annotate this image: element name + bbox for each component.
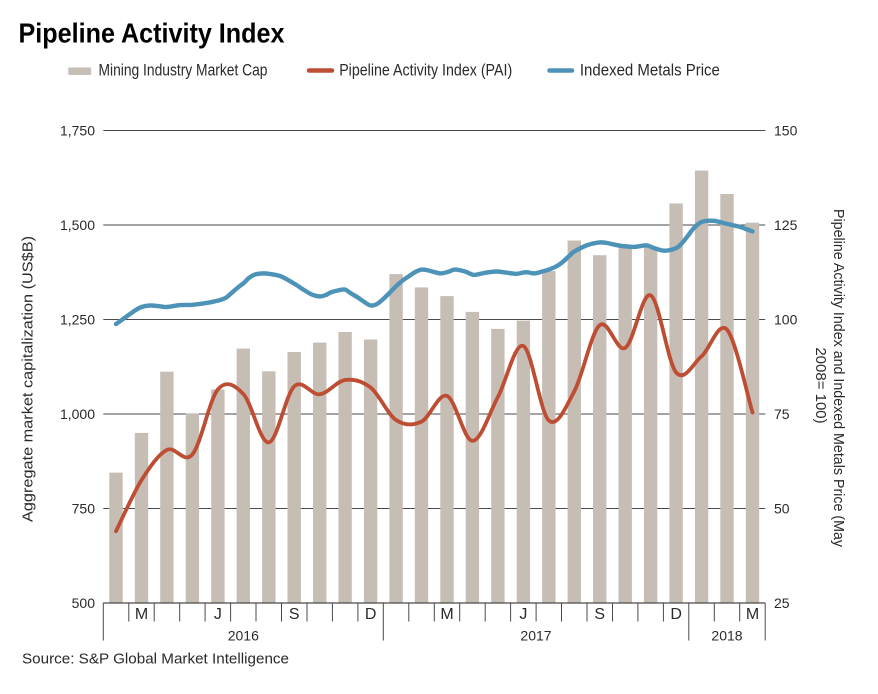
svg-text:Pipeline Activity Index (PAI): Pipeline Activity Index (PAI) [339, 61, 512, 79]
svg-text:25: 25 [774, 595, 790, 611]
svg-text:2008= 100): 2008= 100) [812, 347, 829, 423]
svg-text:2017: 2017 [520, 628, 551, 644]
svg-text:M: M [746, 606, 759, 623]
svg-text:Pipeline Activity Index: Pipeline Activity Index [19, 18, 285, 49]
svg-text:125: 125 [774, 217, 798, 233]
svg-text:Mining Industry Market Cap: Mining Industry Market Cap [99, 61, 268, 79]
svg-text:1,750: 1,750 [60, 123, 95, 139]
svg-text:2016: 2016 [228, 628, 259, 644]
svg-text:1,000: 1,000 [60, 406, 95, 422]
svg-text:D: D [670, 606, 682, 623]
svg-text:D: D [365, 606, 377, 623]
svg-text:75: 75 [774, 406, 790, 422]
svg-text:J: J [214, 606, 222, 623]
svg-text:500: 500 [72, 595, 96, 611]
svg-text:2018: 2018 [711, 628, 742, 644]
svg-text:150: 150 [774, 123, 798, 139]
svg-text:1,500: 1,500 [60, 217, 95, 233]
svg-text:50: 50 [774, 501, 790, 517]
svg-text:Source: S&P Global Market Inte: Source: S&P Global Market Intelligence [22, 652, 289, 668]
svg-text:Indexed Metals Price: Indexed Metals Price [580, 61, 720, 79]
svg-text:M: M [440, 606, 453, 623]
svg-text:Pipeline Activity Index and In: Pipeline Activity Index and Indexed Meta… [830, 209, 847, 547]
svg-text:J: J [519, 606, 527, 623]
svg-text:100: 100 [774, 312, 798, 328]
svg-text:750: 750 [72, 501, 96, 517]
svg-text:M: M [135, 606, 148, 623]
svg-text:S: S [289, 606, 300, 623]
svg-text:Aggregate market capitalizatio: Aggregate market capitalization (US$B) [19, 236, 36, 522]
svg-text:S: S [594, 606, 605, 623]
svg-text:1,250: 1,250 [60, 312, 95, 328]
